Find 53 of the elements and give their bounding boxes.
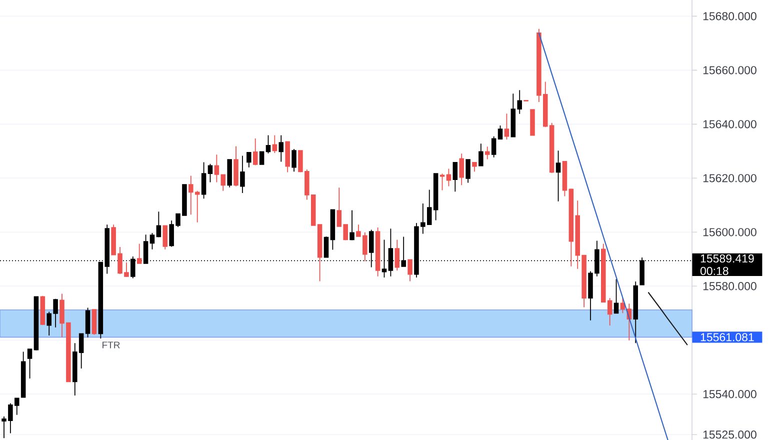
candlestick <box>498 125 503 140</box>
candlestick <box>504 113 510 140</box>
candlestick <box>266 134 271 154</box>
candlestick <box>162 225 168 250</box>
candlestick <box>478 143 484 166</box>
candlestick <box>85 307 90 338</box>
candlestick <box>614 278 619 314</box>
y-tick-label: 15525.000 <box>703 430 756 439</box>
y-tick-label: 15640.000 <box>703 120 756 128</box>
candlestick <box>292 148 296 172</box>
y-tick-label: 15660.000 <box>703 66 756 74</box>
candlestick <box>259 151 264 165</box>
candlestick <box>472 162 477 172</box>
y-tick-label: 15600.000 <box>703 228 756 236</box>
candlestick <box>285 141 290 173</box>
candlestick <box>40 295 46 326</box>
candlestick <box>491 136 496 158</box>
candlestick <box>246 152 252 168</box>
candlestick <box>34 296 39 351</box>
y-tick-label: 15680.000 <box>703 12 756 20</box>
candlestick <box>484 146 490 160</box>
candlestick <box>150 232 155 250</box>
candlestick <box>201 162 206 200</box>
candlestick <box>272 134 278 154</box>
candlestick <box>466 159 470 184</box>
candlestick <box>156 211 162 238</box>
band-label: 15561.081 <box>700 333 754 342</box>
candlestick <box>452 162 458 192</box>
annotation: FTR <box>102 342 120 348</box>
candlestick <box>317 224 322 282</box>
candlestick <box>330 209 336 250</box>
candlestick <box>227 159 232 188</box>
y-tick-label: 15580.000 <box>703 282 756 290</box>
candlestick <box>136 243 142 264</box>
candlestick <box>562 160 568 197</box>
candlestick <box>324 236 329 258</box>
candlestick <box>92 309 97 336</box>
candlestick <box>633 281 638 344</box>
candlestick <box>252 138 258 166</box>
candlestick <box>350 210 354 241</box>
ref-line-label: 15589.419 <box>700 254 754 263</box>
candlestick <box>446 168 452 187</box>
candlestick <box>234 146 238 187</box>
y-tick-label: 15620.000 <box>703 174 756 182</box>
candlestick <box>394 239 400 271</box>
candlestick <box>375 227 380 277</box>
candlestick <box>278 134 284 162</box>
candlestick <box>408 259 412 282</box>
y-tick-label: 15540.000 <box>703 390 756 398</box>
candlestick <box>459 153 464 186</box>
candlestick <box>240 155 245 194</box>
candlestick <box>530 109 535 136</box>
text: 00:18 <box>700 266 728 276</box>
